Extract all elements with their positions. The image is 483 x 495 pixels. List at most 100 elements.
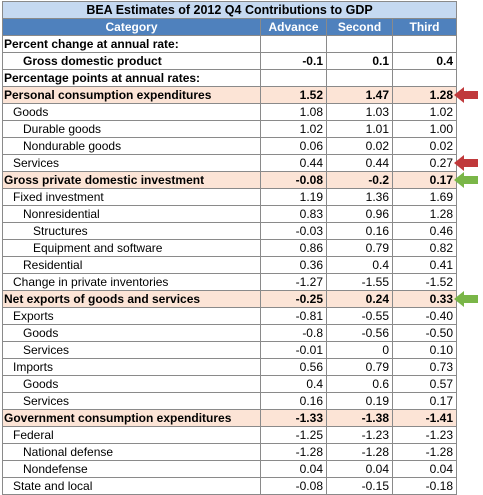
cell-third: 0.27 [391,154,458,172]
cell-second: 1.01 [326,120,393,138]
row-label: Equipment and software [2,239,261,257]
table-row: State and local -0.08 -0.15 -0.18 [2,477,458,495]
table-row: Services 0.44 0.44 0.27 [2,154,458,172]
row-label: Gross domestic product [2,52,261,70]
table-row: Percentage points at annual rates: [2,69,458,87]
header-category: Category [2,18,261,36]
cell-second: -0.55 [326,307,393,325]
table-row: Structures -0.03 0.16 0.46 [2,222,458,240]
cell-third: -0.50 [391,324,458,342]
cell-advance: -0.01 [260,341,327,359]
cell-third: 0.17 [391,392,458,410]
green-arrow-icon [454,171,478,188]
cell-third: 0.57 [391,375,458,393]
table-row: Gross domestic product -0.1 0.1 0.4 [2,52,458,70]
cell-second: -1.23 [326,426,393,444]
cell-advance: 1.19 [260,188,327,206]
cell-advance: -0.8 [260,324,327,342]
cell-advance: 0.16 [260,392,327,410]
cell-advance: 1.08 [260,103,327,121]
cell-advance: 0.56 [260,358,327,376]
cell-third: 1.28 [391,86,458,104]
row-label: Goods [2,103,261,121]
cell-third: -1.41 [391,409,458,427]
cell-third: 0.04 [391,460,458,478]
cell-advance: -0.25 [260,290,327,308]
row-label: Nonresidential [2,205,261,223]
row-label: Fixed investment [2,188,261,206]
cell-second: 1.36 [326,188,393,206]
cell-second [326,69,393,87]
table-row: Residential 0.36 0.4 0.41 [2,256,458,274]
cell-third: 0.41 [391,256,458,274]
cell-second: 0.6 [326,375,393,393]
table-row: Percent change at annual rate: [2,35,458,53]
cell-second: 0.16 [326,222,393,240]
cell-advance: -0.08 [260,477,327,495]
cell-advance: -1.25 [260,426,327,444]
table-row: Federal -1.25 -1.23 -1.23 [2,426,458,444]
cell-second [326,35,393,53]
cell-third: 0.46 [391,222,458,240]
row-label: Percentage points at annual rates: [2,69,261,87]
header-advance: Advance [260,18,327,36]
row-label: Exports [2,307,261,325]
table-row: Fixed investment 1.19 1.36 1.69 [2,188,458,206]
cell-third: -1.52 [391,273,458,291]
cell-third: 1.28 [391,205,458,223]
cell-advance [260,69,327,87]
cell-second: 0.79 [326,358,393,376]
cell-advance: 0.4 [260,375,327,393]
cell-third: 0.33 [391,290,458,308]
contributions-table: BEA Estimates of 2012 Q4 Contributions t… [1,1,458,495]
table-row: Nondefense 0.04 0.04 0.04 [2,460,458,478]
cell-second: -1.55 [326,273,393,291]
cell-third: 1.02 [391,103,458,121]
cell-second: -1.38 [326,409,393,427]
cell-third: -1.28 [391,443,458,461]
cell-third: 0.73 [391,358,458,376]
table-title: BEA Estimates of 2012 Q4 Contributions t… [1,1,458,19]
table-row: Change in private inventories -1.27 -1.55-… [2,273,458,291]
row-label: Government consumption expenditures [2,409,261,427]
cell-advance: 0.44 [260,154,327,172]
cell-advance: 0.86 [260,239,327,257]
cell-advance: -0.1 [260,52,327,70]
cell-second: 0.79 [326,239,393,257]
row-label: Services [2,154,261,172]
cell-second: 0.1 [326,52,393,70]
table-row: Nondurable goods 0.06 0.02 0.02 [2,137,458,155]
table-row: Services 0.16 0.19 0.17 [2,392,458,410]
table-row: Nonresidential 0.83 0.96 1.28 [2,205,458,223]
cell-third: -0.40 [391,307,458,325]
row-label: Nondurable goods [2,137,261,155]
cell-third: 0.4 [391,52,458,70]
cell-second: -0.2 [326,171,393,189]
cell-third: 0.82 [391,239,458,257]
row-label: Federal [2,426,261,444]
row-label: Services [2,392,261,410]
cell-third: 0.17 [391,171,458,189]
cell-third [391,35,458,53]
table-row: Goods -0.8 -0.56 -0.50 [2,324,458,342]
table-row: Exports -0.81 -0.55 -0.40 [2,307,458,325]
row-label: Goods [2,375,261,393]
cell-second: -1.28 [326,443,393,461]
table-row: Personal consumption expenditures 1.52 1.4… [2,86,458,104]
row-label: Durable goods [2,120,261,138]
cell-advance: -1.27 [260,273,327,291]
row-label: Percent change at annual rate: [2,35,261,53]
table-row: Gross private domestic investment -0.08 -0… [2,171,458,189]
cell-third: 0.10 [391,341,458,359]
row-label: Goods [2,324,261,342]
row-label: National defense [2,443,261,461]
cell-advance: -0.81 [260,307,327,325]
cell-second: 1.47 [326,86,393,104]
table-row: Durable goods 1.02 1.01 1.00 [2,120,458,138]
cell-third: 1.69 [391,188,458,206]
table-title-row: BEA Estimates of 2012 Q4 Contributions t… [1,1,458,19]
table-row: Government consumption expenditures -1.33… [2,409,458,427]
table-row: Services -0.01 0 0.10 [2,341,458,359]
cell-second: -0.15 [326,477,393,495]
row-label: Services [2,341,261,359]
